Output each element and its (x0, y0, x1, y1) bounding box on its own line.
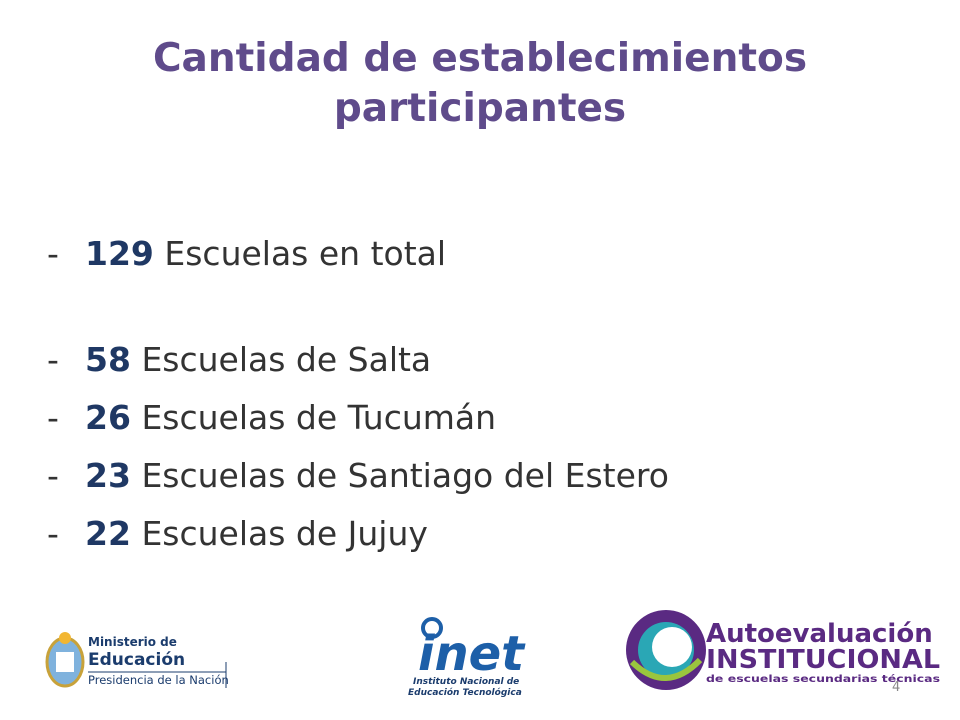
auto-line2: INSTITUCIONAL (706, 645, 940, 675)
slide-title: Cantidad de establecimientos participant… (152, 36, 808, 131)
list-item: -58 Escuelas de Salta (47, 340, 431, 380)
list-item: -23 Escuelas de Santiago del Estero (47, 456, 669, 496)
bullet: - (47, 398, 59, 437)
item-label: Escuelas de Santiago del Estero (141, 456, 669, 495)
bullet: - (47, 234, 59, 273)
list-item: -129 Escuelas en total (47, 234, 446, 274)
inet-name: inet (418, 626, 526, 682)
item-count: 26 (85, 398, 131, 437)
auto-line1: Autoevaluación (706, 619, 933, 649)
list-item: -22 Escuelas de Jujuy (47, 514, 428, 554)
ministerio-line3: Presidencia de la Nación (88, 673, 229, 687)
inet-line2: Educación Tecnológica (408, 687, 522, 698)
bullet: - (47, 340, 59, 379)
item-label: Escuelas de Salta (141, 340, 432, 379)
auto-line3: de escuelas secundarias técnicas (706, 673, 940, 685)
bullet: - (47, 514, 59, 553)
item-count: 22 (85, 514, 131, 553)
ministerio-line1: Ministerio de (88, 635, 177, 649)
ministerio-line2: Educación (88, 650, 185, 670)
list-item: -26 Escuelas de Tucumán (47, 398, 496, 438)
item-count: 58 (85, 340, 131, 379)
logos: Ministerio de Educación Presidencia de l… (45, 610, 940, 698)
page-number: 4 (892, 680, 901, 695)
inet-logo: inet Instituto Nacional de Educación Tec… (408, 617, 526, 698)
item-count: 23 (85, 456, 131, 495)
item-label: Escuelas de Tucumán (141, 398, 497, 437)
ministerio-logo: Ministerio de Educación Presidencia de l… (45, 632, 229, 688)
item-label: Escuelas de Jujuy (141, 514, 428, 553)
inet-line1: Instituto Nacional de (413, 677, 519, 687)
item-label: Escuelas en total (164, 234, 447, 273)
autoevaluacion-logo: Autoevaluación INSTITUCIONAL de escuelas… (626, 610, 940, 690)
item-count: 129 (85, 234, 154, 273)
bullet: - (47, 456, 59, 495)
